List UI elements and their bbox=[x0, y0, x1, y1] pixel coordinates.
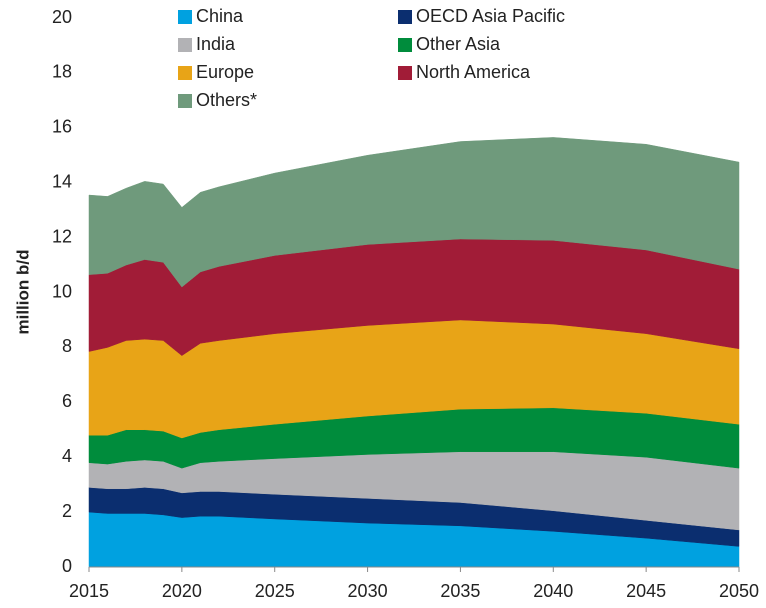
y-tick-label: 16 bbox=[52, 117, 72, 137]
legend-swatch bbox=[178, 10, 192, 24]
y-tick-label: 0 bbox=[62, 556, 72, 576]
y-tick-label: 8 bbox=[62, 336, 72, 356]
legend-label: Europe bbox=[196, 62, 254, 82]
legend-label: Other Asia bbox=[416, 34, 501, 54]
legend-swatch bbox=[398, 66, 412, 80]
x-tick-label: 2045 bbox=[626, 581, 666, 601]
legend-label: Others* bbox=[196, 90, 257, 110]
legend-label: India bbox=[196, 34, 236, 54]
y-axis-label: million b/d bbox=[13, 250, 32, 335]
y-tick-label: 10 bbox=[52, 281, 72, 301]
legend-swatch bbox=[178, 94, 192, 108]
legend-swatch bbox=[398, 10, 412, 24]
y-tick-label: 6 bbox=[62, 391, 72, 411]
legend-label: China bbox=[196, 6, 244, 26]
y-tick-label: 18 bbox=[52, 62, 72, 82]
area bbox=[88, 137, 740, 288]
legend-label: OECD Asia Pacific bbox=[416, 6, 565, 26]
x-tick-label: 2040 bbox=[533, 581, 573, 601]
x-tick-label: 2020 bbox=[162, 581, 202, 601]
x-tick-label: 2015 bbox=[69, 581, 109, 601]
legend-swatch bbox=[398, 38, 412, 52]
y-tick-label: 14 bbox=[52, 171, 72, 191]
legend-swatch bbox=[178, 66, 192, 80]
x-tick-label: 2035 bbox=[440, 581, 480, 601]
y-tick-label: 2 bbox=[62, 501, 72, 521]
legend-swatch bbox=[178, 38, 192, 52]
y-tick-label: 4 bbox=[62, 446, 72, 466]
x-tick-label: 2030 bbox=[348, 581, 388, 601]
x-tick-label: 2050 bbox=[719, 581, 759, 601]
y-tick-label: 20 bbox=[52, 7, 72, 27]
y-tick-label: 12 bbox=[52, 226, 72, 246]
legend-label: North America bbox=[416, 62, 531, 82]
x-tick-label: 2025 bbox=[255, 581, 295, 601]
